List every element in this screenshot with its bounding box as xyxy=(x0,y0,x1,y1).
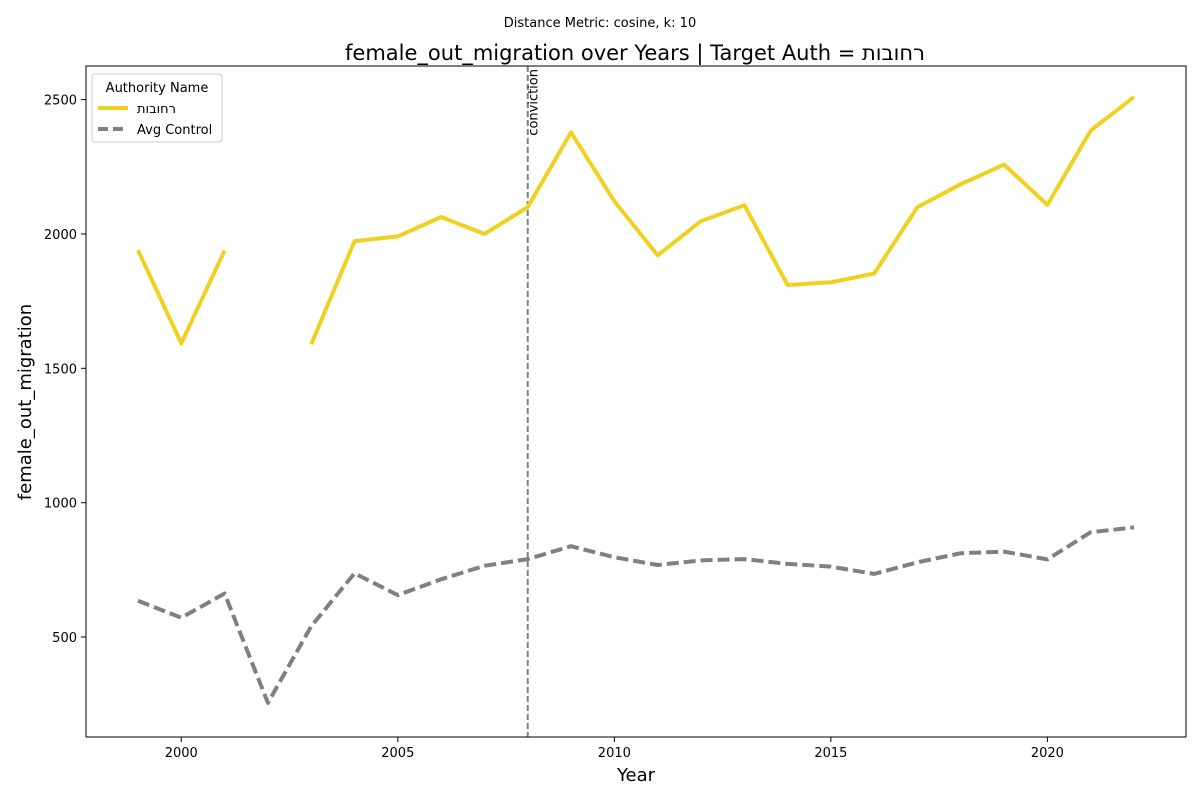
series-line-target-1 xyxy=(309,95,1136,346)
annotation-label: conviction xyxy=(527,69,542,136)
legend-box xyxy=(91,73,223,143)
x-tick-label: 2010 xyxy=(598,746,631,761)
x-tick-label: 2000 xyxy=(165,746,198,761)
chart-title: female_out_migration over Years | Target… xyxy=(345,41,925,66)
y-tick-label: 1000 xyxy=(44,497,77,512)
y-axis-title: female_out_migration xyxy=(15,304,36,500)
y-axis: 500 1000 1500 2000 2500 xyxy=(44,94,86,646)
y-tick-label: 2000 xyxy=(44,228,77,243)
y-tick-label: 2500 xyxy=(44,94,77,109)
x-tick-label: 2005 xyxy=(381,746,414,761)
legend-title: Authority Name xyxy=(106,81,209,96)
x-axis-title: Year xyxy=(616,765,656,786)
plot-area: conviction 2000 2005 2010 2015 2020 500 1000 1… xyxy=(44,65,1187,761)
x-tick-label: 2020 xyxy=(1031,746,1064,761)
y-tick-label: 500 xyxy=(52,631,77,646)
y-tick-label: 1500 xyxy=(44,362,77,377)
legend-label-target: רחובות xyxy=(137,102,176,117)
series-line-target-0 xyxy=(136,249,227,346)
series-line-control-0 xyxy=(137,525,1135,705)
chart-suptitle: Distance Metric: cosine, k: 10 xyxy=(504,16,696,31)
x-tick-label: 2015 xyxy=(814,746,847,761)
x-axis: 2000 2005 2010 2015 2020 xyxy=(165,737,1064,761)
legend-label-control: Avg Control xyxy=(137,123,212,138)
legend: Authority Name רחובות Avg Control xyxy=(91,73,223,143)
plot-frame xyxy=(85,65,1187,738)
